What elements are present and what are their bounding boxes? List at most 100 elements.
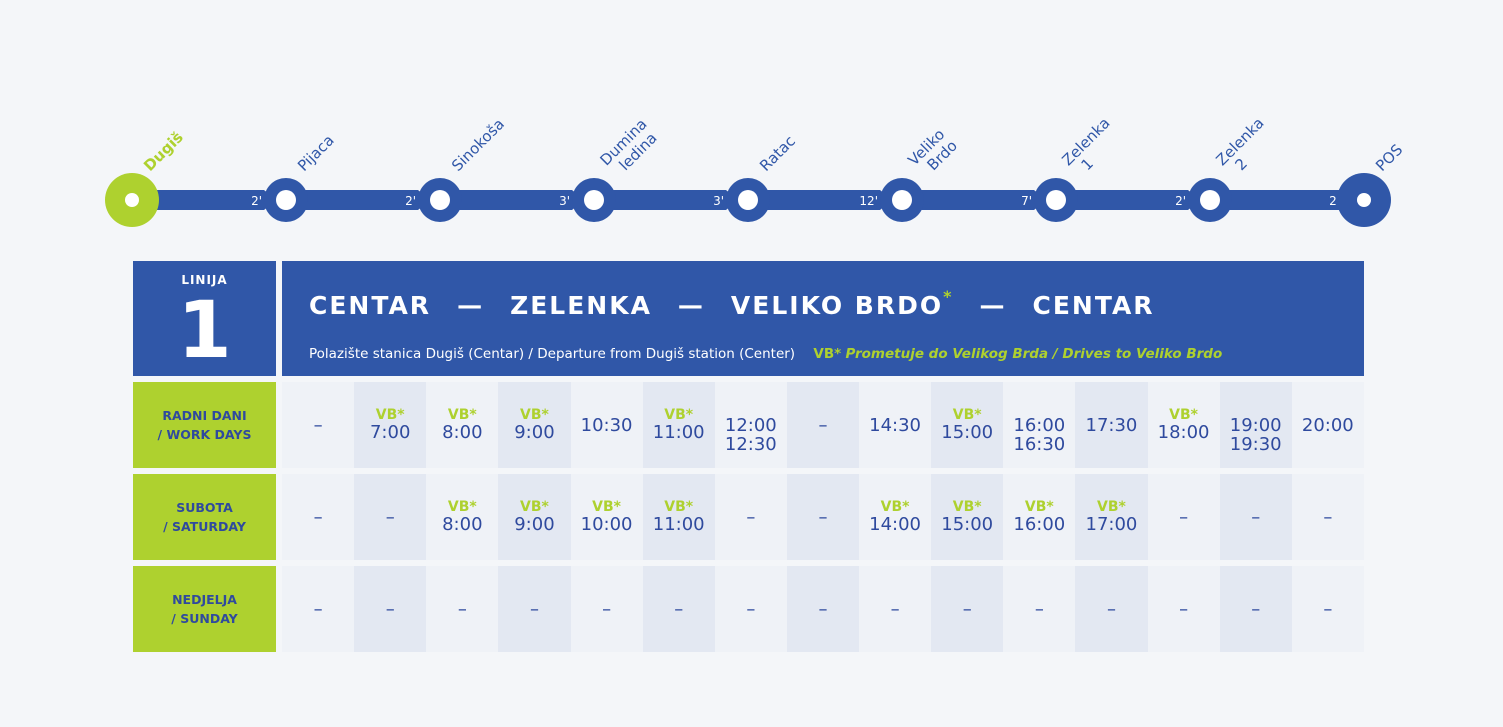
stop-name: Pijaca [294, 131, 338, 175]
route-segment [917, 190, 1046, 210]
stop-name: Sinokoša [448, 115, 508, 175]
departure-cell: VB* 14:00 [859, 474, 932, 560]
departure-time: – [674, 598, 684, 620]
departure-time: 8:00 [442, 422, 483, 443]
departure-time: – [1251, 506, 1261, 528]
vb-marker: VB* [880, 499, 910, 515]
departure-cell: VB* 9:00 [498, 382, 571, 468]
departure-cell: VB* 11:00 [642, 474, 715, 560]
departure-cell: 20:00 [1291, 382, 1364, 468]
stop-name: Ratac [756, 132, 799, 175]
departure-cell: VB* 16:00 [1003, 474, 1076, 560]
departure-info: Polazište stanica Dugiš (Centar) / Depar… [309, 346, 1222, 362]
departure-cell: – [354, 566, 427, 652]
departure-time: 15:00 [941, 514, 994, 535]
vb-marker: VB* [1169, 407, 1198, 423]
day-label-line: SUBOTA [176, 500, 233, 515]
segment-travel-time: 2' [1175, 194, 1186, 208]
stop-marker-dot [584, 190, 604, 210]
departure-cell: – [642, 566, 715, 652]
line-label: LINIJA [181, 273, 228, 287]
departure-cell: VB* 15:00 [931, 382, 1004, 468]
route-header: CENTAR — ZELENKA — VELIKO BRDO* — CENTAR Polaz… [282, 261, 1364, 376]
departure-time: – [313, 414, 323, 436]
departure-time: 16:00 [1013, 514, 1066, 535]
departure-time: – [962, 598, 972, 620]
departure-time: 9:00 [514, 514, 555, 535]
route-segment [1225, 190, 1354, 210]
stop-marker-dot [1357, 193, 1371, 207]
route-map: 2' 2' 3' 3' 12' 7' 2' 2' Dugiš Pijaca Sinokoša Dumi… [105, 114, 1406, 227]
departure-time: 10:30 [580, 414, 633, 436]
departure-time: 10:00 [580, 514, 633, 535]
stop-label: Zelenka1 [1058, 114, 1125, 181]
departure-cell: VB* 8:00 [426, 474, 499, 560]
day-label-line: / SATURDAY [163, 519, 246, 534]
departure-time: – [1106, 598, 1116, 620]
departure-text: Polazište stanica Dugiš (Centar) / Depar… [309, 346, 796, 362]
stop-name: Dugiš [140, 128, 187, 175]
departure-cell: – [1075, 566, 1148, 652]
departure-time: – [1179, 506, 1189, 528]
departure-cell: 19:00 19:30 [1219, 382, 1292, 468]
vb-legend: VB* Prometuje do Velikog Brda / Drives t… [813, 346, 1222, 362]
departure-cell: VB* 11:00 [642, 382, 715, 468]
vb-marker: VB* [447, 407, 477, 423]
departure-time: – [1034, 598, 1044, 620]
route-segment [609, 190, 738, 210]
departure-time: 11:00 [652, 514, 705, 535]
departure-cell: 14:30 [859, 382, 932, 468]
departure-time: – [1251, 598, 1261, 620]
segment-travel-time: 2' [1329, 194, 1340, 208]
route-dash: — [979, 291, 1007, 320]
departure-time: – [1179, 598, 1189, 620]
departure-cell: VB* 15:00 [931, 474, 1004, 560]
stop-marker-dot [430, 190, 450, 210]
stop-marker-dot [276, 190, 296, 210]
route-segment [301, 190, 430, 210]
departure-time: – [457, 598, 467, 620]
schedule-row: – – – – – – – – – – – – – – – [282, 566, 1364, 652]
stop-label: Sinokoša [448, 115, 508, 175]
departure-cell: – [426, 566, 499, 652]
departure-time: 17:00 [1085, 514, 1138, 535]
route-asterisk: * [943, 287, 954, 306]
vb-marker: VB* [1097, 499, 1126, 515]
departure-time: – [1323, 598, 1333, 620]
schedule-row: – VB* 7:00 VB* 8:00 VB* 9:00 10:30 VB* 11:00 12:00… [282, 382, 1364, 468]
departure-time: 19:30 [1229, 434, 1282, 455]
departure-time: 9:00 [514, 422, 555, 443]
departure-time: 16:30 [1013, 434, 1066, 455]
departure-cell: – [859, 566, 932, 652]
departure-time: – [313, 506, 323, 528]
stop-name: POS [1372, 141, 1406, 175]
departure-cell: 10:30 [570, 382, 643, 468]
stop-marker-dot [738, 190, 758, 210]
stop-name: Zelenka1 [1058, 114, 1125, 181]
departure-time: 8:00 [442, 514, 483, 535]
departure-time: 14:30 [869, 414, 921, 436]
departure-time: 11:00 [652, 422, 705, 443]
departure-cell: – [282, 474, 355, 560]
departure-time: 17:30 [1085, 414, 1138, 436]
departure-time: 12:30 [724, 434, 777, 455]
departure-cell: 16:00 16:30 [1003, 382, 1076, 468]
route-part-centar: CENTAR [309, 291, 432, 320]
departure-time: – [818, 598, 828, 620]
day-label: RADNI DANI / WORK DAYS [133, 382, 276, 468]
vb-legend-mark: VB* [813, 346, 842, 362]
departure-time: – [1323, 506, 1333, 528]
day-label-line: NEDJELJA [172, 592, 237, 607]
departure-cell: – [1219, 566, 1292, 652]
vb-marker: VB* [520, 407, 549, 423]
segment-travel-time: 2' [251, 194, 262, 208]
route-title: CENTAR — ZELENKA — VELIKO BRDO* — CENTAR [309, 287, 1155, 320]
route-segment [147, 190, 276, 210]
vb-marker: VB* [952, 407, 982, 423]
departure-time: – [313, 598, 323, 620]
day-label: NEDJELJA / SUNDAY [133, 566, 276, 652]
departure-cell: 17:30 [1075, 382, 1148, 468]
departure-time: – [890, 598, 900, 620]
stop-marker-dot [125, 193, 139, 207]
stop-name: Duminaledina [596, 115, 662, 181]
